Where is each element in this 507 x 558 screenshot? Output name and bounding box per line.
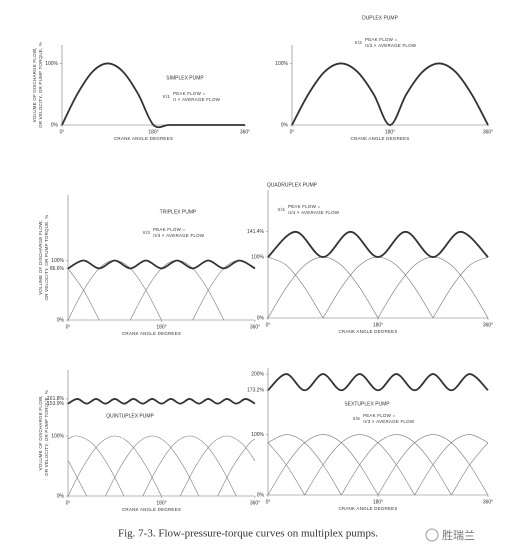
y-tick-label: 100% <box>275 61 288 67</box>
chart-title: TRIPLEX PUMP <box>160 209 197 215</box>
x-tick-label: 360° <box>483 129 493 135</box>
x-tick-label: 180° <box>373 499 383 505</box>
cylinder-curve <box>179 435 256 497</box>
y-tick-label: 153.9% <box>47 401 65 407</box>
cylinder-curve <box>217 438 256 497</box>
y-axis-label: OR VELOCITY, OR PUMP TORQUE, % <box>38 42 43 128</box>
y-tick-label: 100% <box>51 258 64 264</box>
cylinder-curve <box>67 435 125 497</box>
cylinder-curve <box>432 256 489 319</box>
watermark: 胜瑞兰 <box>442 528 475 542</box>
note-line: π/3 × AVERAGE FLOW <box>153 233 205 238</box>
y-tick-label: 200% <box>251 371 264 377</box>
y-tick-label: 100% <box>45 61 58 67</box>
y-axis-label: OR VELOCITY, OR PUMP TORQUE, % <box>44 215 49 301</box>
total-curve <box>67 259 256 270</box>
y-tick-label: 0% <box>281 122 289 128</box>
x-tick-label: 180° <box>385 129 395 135</box>
note-line: PEAK FLOW = <box>365 37 398 42</box>
chart-title: SIMPLEX PUMP <box>166 75 204 81</box>
x-tick-label: 0° <box>290 129 295 135</box>
note-fraction: π/6 <box>353 416 361 421</box>
y-tick-label: 100% <box>51 433 64 439</box>
x-tick-label: 0° <box>66 324 71 330</box>
y-tick-label: 86.6% <box>50 266 65 272</box>
x-tick-label: 0° <box>266 499 271 505</box>
note-fraction: π/1 <box>163 94 171 99</box>
cylinder-curve <box>451 442 489 496</box>
note-fraction: π/4 <box>278 207 286 212</box>
y-axis-label: OR VELOCITY, OR PUMP TORQUE, % <box>44 390 49 476</box>
y-tick-label: 0% <box>57 493 65 499</box>
chart-title: QUINTUPLEX PUMP <box>106 413 154 419</box>
chart-panel: 0% 100% 153.9%161.8% 0° 180° 360° CRANK ANGLE … <box>38 370 260 512</box>
y-tick-label: 0% <box>257 315 265 321</box>
note-fraction: π/2 <box>355 40 363 45</box>
note-fraction: π/3 <box>143 230 151 235</box>
y-tick-label: 173.2% <box>247 388 265 394</box>
x-tick-label: 360° <box>240 129 250 135</box>
y-tick-label: 161.8% <box>47 396 65 402</box>
x-tick-label: 180° <box>373 322 383 328</box>
cylinder-curve <box>142 435 237 497</box>
total-curve <box>267 230 489 258</box>
x-tick-label: 180° <box>156 500 166 506</box>
chart-title: QUADRUPLEX PUMP <box>267 182 318 188</box>
chart-panel: 0% 100% 173.2% 200% 0° 180° 360° CRANK ANGLE DE… <box>247 368 493 511</box>
watermark-icon <box>425 528 439 542</box>
y-axis-label: VOLUME OF DISCHARGE FLOW, <box>38 220 43 295</box>
x-tick-label: 360° <box>250 500 260 506</box>
cylinder-curve <box>267 256 324 319</box>
caption: Fig. 7-3. Flow-pressure-torque curves on… <box>118 528 378 540</box>
cylinder-curve <box>67 435 162 497</box>
x-tick-label: 0° <box>266 322 271 328</box>
x-tick-label: 0° <box>66 500 71 506</box>
x-tick-label: 360° <box>250 324 260 330</box>
total-curve <box>61 62 245 129</box>
y-axis-label: VOLUME OF DISCHARGE FLOW, <box>38 396 43 471</box>
note-line: PEAK FLOW = <box>288 204 321 209</box>
cylinder-curve <box>267 434 342 496</box>
x-tick-label: 180° <box>148 129 158 135</box>
x-axis-label: CRANK ANGLE DEGREES <box>122 331 181 336</box>
chart-panel: 0% 100% 141.4% 0° 180° 360° CRANK ANGLE DEGREE… <box>247 182 493 334</box>
cylinder-curve <box>67 460 87 497</box>
x-tick-label: 180° <box>156 324 166 330</box>
y-axis-label: VOLUME OF DISCHARGE FLOW, <box>32 48 37 123</box>
cylinder-curve <box>267 442 305 496</box>
x-tick-label: 360° <box>483 322 493 328</box>
x-axis-label: CRANK ANGLE DEGREES <box>122 507 181 512</box>
chart-title: SEXTUPLEX PUMP <box>344 401 390 407</box>
y-tick-label: 0% <box>51 122 59 128</box>
total-curve <box>291 62 489 126</box>
x-axis-label: CRANK ANGLE DEGREES <box>114 136 173 141</box>
x-axis-label: CRANK ANGLE DEGREES <box>338 506 397 511</box>
note-line: PEAK FLOW = <box>363 413 396 418</box>
note-line: PEAK FLOW = <box>173 91 206 96</box>
note-line: π × AVERAGE FLOW <box>173 97 221 102</box>
cylinder-curve <box>105 435 200 497</box>
x-axis-label: CRANK ANGLE DEGREES <box>338 329 397 334</box>
note-line: π/3 × AVERAGE FLOW <box>363 419 415 424</box>
chart-panel: 0% 100% 0° 180° 360° CRANK ANGLE DEGREES VOLUM… <box>32 42 250 141</box>
y-tick-label: 141.4% <box>247 229 265 235</box>
chart-panel: 0% 86.6% 100% 0° 180° 360° CRANK ANGLE DEGREES… <box>38 195 260 336</box>
x-tick-label: 0° <box>60 129 65 135</box>
y-tick-label: 100% <box>251 254 264 260</box>
y-tick-label: 0% <box>257 492 265 498</box>
note-line: PEAK FLOW = <box>153 227 186 232</box>
total-curve <box>267 373 489 392</box>
cylinder-curve <box>67 268 100 321</box>
x-tick-label: 360° <box>483 499 493 505</box>
x-axis-label: CRANK ANGLE DEGREES <box>350 136 409 141</box>
y-tick-label: 0% <box>57 317 65 323</box>
chart-title: DUPLEX PUMP <box>362 15 399 21</box>
total-curve <box>67 398 256 405</box>
y-tick-label: 100% <box>251 432 264 438</box>
note-line: π/4 × AVERAGE FLOW <box>288 210 340 215</box>
chart-panel: 0% 100% 0° 180° 360° CRANK ANGLE DEGREES DUPLE… <box>275 15 493 141</box>
cylinder-curve <box>414 434 489 496</box>
note-line: π/2 × AVERAGE FLOW <box>365 43 417 48</box>
